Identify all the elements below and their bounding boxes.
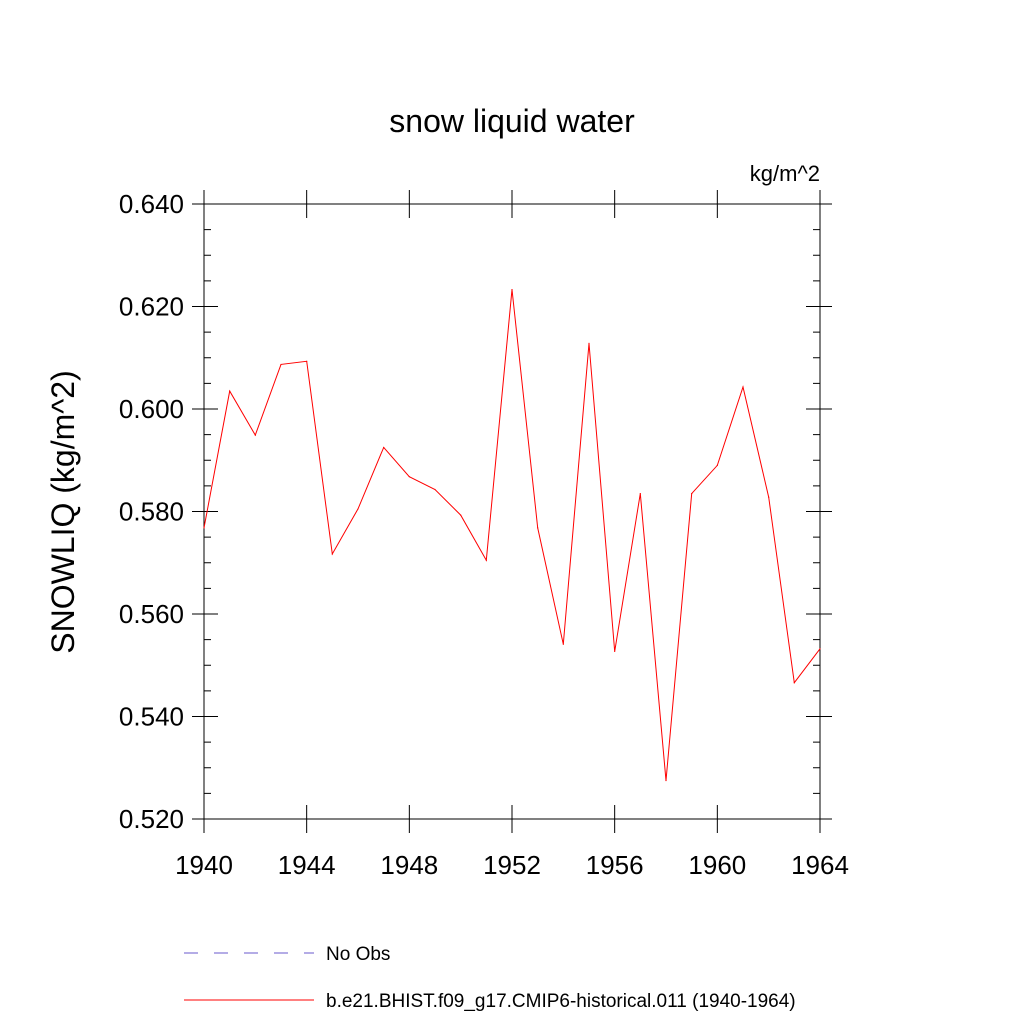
data-point [254, 434, 256, 436]
data-point [665, 779, 667, 782]
data-point [742, 386, 744, 388]
y-tick-label: 0.520 [119, 804, 184, 834]
data-point [614, 650, 616, 653]
data-point [639, 492, 641, 495]
plot-area [203, 203, 821, 820]
data-point [280, 363, 282, 366]
legend-label: No Obs [326, 944, 390, 965]
series-layer [203, 288, 821, 782]
x-tick-label: 1944 [278, 850, 336, 880]
x-tick-label: 1952 [483, 850, 541, 880]
y-axis-label: SNOWLIQ (kg/m^2) [45, 370, 81, 653]
data-point [383, 446, 385, 449]
x-tick-label: 1960 [688, 850, 746, 880]
x-tick-label: 1964 [791, 850, 849, 880]
data-point [716, 464, 718, 466]
y-tick-label: 0.560 [119, 599, 184, 629]
x-tick-label: 1956 [586, 850, 644, 880]
data-point [357, 508, 359, 510]
data-point [819, 648, 821, 650]
plot-frame [203, 203, 821, 820]
data-point [588, 342, 590, 344]
y-tick-label: 0.540 [119, 702, 184, 732]
data-point [229, 390, 231, 392]
data-point [562, 643, 564, 645]
data-point [793, 682, 795, 684]
y-tick-label: 0.640 [119, 189, 184, 219]
series-line-1 [203, 289, 821, 781]
x-tick-label: 1948 [380, 850, 438, 880]
y-tick-label: 0.620 [119, 292, 184, 322]
units-label: kg/m^2 [750, 161, 820, 186]
x-tick-label: 1940 [175, 850, 233, 880]
data-point [331, 553, 333, 555]
chart-title: snow liquid water [389, 103, 635, 139]
data-point [511, 288, 513, 291]
data-point [203, 527, 205, 529]
data-point [306, 360, 308, 362]
data-point [537, 527, 539, 529]
y-axis: 0.520 0.540 0.560 0.580 0.600 0.620 0.640 [119, 189, 832, 834]
y-tick-label: 0.600 [119, 394, 184, 424]
x-axis: 1940 1944 1948 1952 1956 1960 1964 [175, 190, 849, 880]
data-point [768, 496, 770, 498]
data-point [408, 476, 410, 478]
legend: No Obs b.e21.BHIST.f09_g17.CMIP6-historic… [184, 944, 796, 1012]
data-point [434, 488, 436, 491]
legend-label: b.e21.BHIST.f09_g17.CMIP6-historical.011… [326, 991, 796, 1012]
data-point [460, 514, 462, 516]
data-point [485, 559, 487, 561]
y-tick-label: 0.580 [119, 497, 184, 527]
data-point [691, 492, 693, 495]
